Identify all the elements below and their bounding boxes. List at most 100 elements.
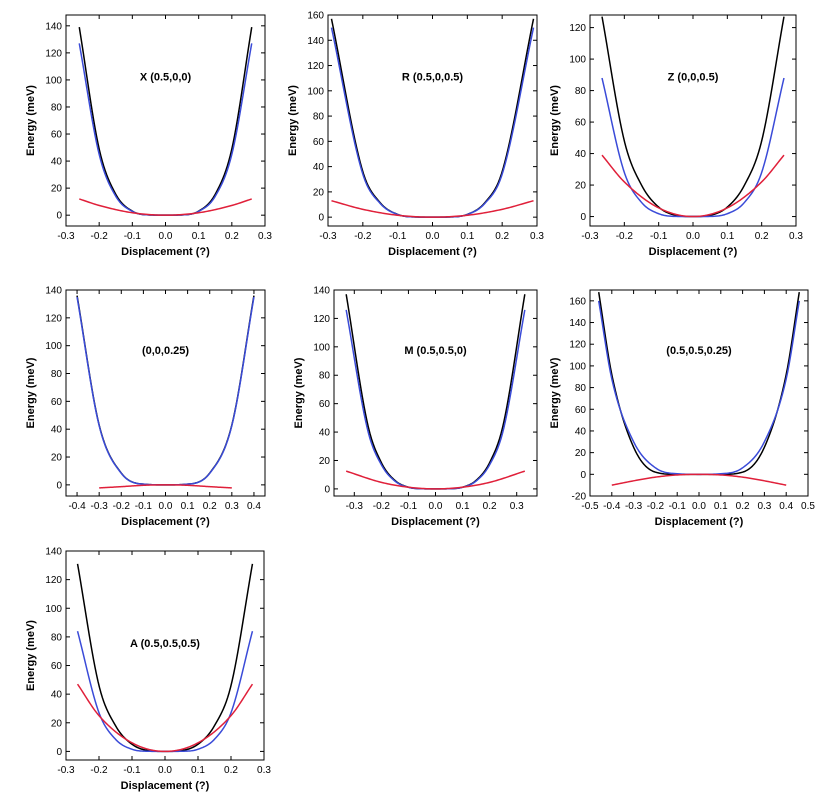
y-tick-label: 60 (51, 130, 63, 141)
series-line-black (78, 27, 253, 216)
series-group (597, 292, 801, 486)
x-tick-label: 0.0 (159, 501, 173, 512)
x-tick-label: 0.3 (257, 765, 271, 776)
x-tick-label: -0.1 (389, 231, 407, 242)
x-tick-label: 0.2 (203, 501, 217, 512)
y-tick-label: 80 (51, 369, 63, 380)
y-tick-label: 80 (319, 371, 331, 382)
chart-panel-1: -0.3 -0.2 -0.1 0.0 0.1 0.2 0.3 0 20 40 60 80 100 120 1… (25, 14, 272, 258)
y-tick-label: -20 (572, 492, 587, 503)
y-tick-label: 20 (51, 184, 63, 195)
series-line-black (76, 295, 255, 486)
x-tick-label: 0.1 (192, 231, 206, 242)
x-tick-label: 0.4 (779, 501, 793, 512)
y-tick-label: 100 (307, 86, 324, 97)
y-tick-label: 60 (313, 137, 325, 148)
y-tick-label: 160 (307, 11, 324, 22)
series-line-red (76, 683, 254, 753)
chart-panel-4: -0.4 -0.3 -0.2 -0.1 0.0 0.1 0.2 0.3 0.4 0 20 40 60 80… (25, 286, 266, 528)
x-tick-label: 0.0 (426, 231, 440, 242)
x-tick-label: 0.3 (510, 501, 524, 512)
series-line-red (99, 484, 232, 489)
x-tick-label: 0.4 (247, 501, 261, 512)
x-tick-label: -0.1 (135, 501, 153, 512)
x-axis-label: Displacement (?) (388, 246, 477, 258)
x-tick-label: -0.1 (650, 231, 668, 242)
y-tick-label: 0 (580, 212, 586, 223)
y-tick-label: 40 (51, 425, 63, 436)
x-tick-label: 0.2 (495, 231, 509, 242)
x-axis-label: Displacement (?) (121, 780, 210, 792)
series-line-blue (76, 296, 255, 486)
plot-frame (589, 289, 809, 497)
x-tick-label: 0.0 (159, 231, 173, 242)
x-tick-label: 0.0 (692, 501, 706, 512)
y-tick-label: 20 (313, 187, 325, 198)
x-tick-label: 0.2 (736, 501, 750, 512)
y-tick-label: 100 (45, 604, 62, 615)
y-tick-label: 140 (45, 21, 62, 32)
y-tick-label: 0 (318, 213, 324, 224)
y-tick-label: 140 (569, 318, 586, 329)
x-tick-label: -0.3 (625, 501, 643, 512)
x-tick-label: -0.4 (603, 501, 621, 512)
y-tick-label: 20 (575, 448, 587, 459)
y-tick-label: 40 (319, 428, 331, 439)
y-tick-label: 80 (51, 102, 63, 113)
x-tick-label: 0.2 (224, 765, 238, 776)
series-group (601, 16, 785, 218)
x-tick-label: 0.2 (483, 501, 497, 512)
chart-panel-7: -0.3 -0.2 -0.1 0.0 0.1 0.2 0.3 0 20 40 60 80 100 120 1… (25, 547, 271, 793)
series-line-blue (78, 43, 253, 216)
x-tick-label: 0.1 (181, 501, 195, 512)
x-tick-label: 0.3 (789, 231, 803, 242)
y-tick-label: 140 (307, 36, 324, 47)
panel-annotation: X (0.5,0,0) (140, 71, 192, 83)
y-tick-label: 20 (51, 718, 63, 729)
panel-annotation: M (0.5,0.5,0) (404, 345, 467, 357)
y-tick-label: 80 (575, 383, 587, 394)
x-tick-label: 0.0 (686, 231, 700, 242)
y-axis-label: Energy (meV) (287, 85, 299, 156)
x-tick-label: -0.1 (123, 765, 141, 776)
x-tick-label: -0.2 (91, 231, 109, 242)
x-tick-label: -0.3 (57, 765, 75, 776)
series-group (78, 27, 253, 216)
y-tick-label: 120 (45, 313, 62, 324)
series-group (345, 294, 526, 490)
y-tick-label: 40 (313, 162, 325, 173)
y-tick-label: 140 (45, 286, 62, 297)
y-tick-label: 60 (575, 405, 587, 416)
y-tick-label: 80 (313, 112, 325, 123)
y-tick-label: 120 (313, 314, 330, 325)
y-axis-label: Energy (meV) (549, 85, 561, 156)
y-tick-label: 0 (580, 470, 586, 481)
x-axis-label: Displacement (?) (649, 246, 738, 258)
y-tick-label: 60 (51, 661, 63, 672)
y-axis-label: Energy (meV) (25, 357, 37, 428)
series-line-blue (330, 27, 535, 218)
x-tick-label: -0.2 (90, 765, 108, 776)
x-tick-label: -0.2 (354, 231, 372, 242)
x-tick-label: 0.1 (714, 501, 728, 512)
x-axis-label: Displacement (?) (121, 246, 210, 258)
y-tick-label: 60 (51, 397, 63, 408)
chart-panel-6: -0.5 -0.4 -0.3 -0.2 -0.1 0.0 0.1 0.2 0.3 0.4 0.5 -2… (549, 289, 815, 528)
x-tick-label: 0.0 (429, 501, 443, 512)
y-tick-label: 100 (569, 361, 586, 372)
x-tick-label: 0.1 (720, 231, 734, 242)
y-tick-label: 40 (51, 690, 63, 701)
series-line-red (331, 200, 534, 218)
x-tick-label: -0.2 (373, 501, 391, 512)
x-tick-label: 0.1 (460, 231, 474, 242)
x-tick-label: 0.2 (755, 231, 769, 242)
y-tick-label: 100 (569, 55, 586, 66)
series-line-black (330, 18, 535, 218)
x-tick-label: -0.2 (616, 231, 634, 242)
series-line-red (79, 198, 252, 216)
y-tick-label: 100 (45, 341, 62, 352)
y-tick-label: 20 (51, 453, 63, 464)
x-tick-label: -0.2 (647, 501, 665, 512)
x-tick-label: 0.3 (530, 231, 544, 242)
y-tick-label: 100 (313, 342, 330, 353)
